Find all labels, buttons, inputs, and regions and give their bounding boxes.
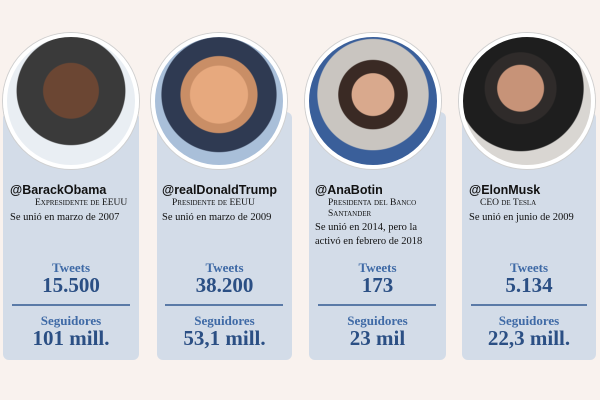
tweets-value: 5.134 — [505, 273, 553, 297]
tweets-label: Tweets — [509, 260, 549, 275]
followers-value: 53,1 mill. — [183, 326, 266, 350]
tweets-label: Tweets — [358, 260, 397, 275]
divider — [165, 304, 283, 306]
role: CEO de Tesla — [480, 198, 537, 208]
role: Expresidente de EEUU — [35, 198, 128, 208]
divider — [318, 304, 436, 306]
tweets-value: 38.200 — [195, 273, 254, 297]
followers-value: 23 mil — [349, 326, 406, 350]
followers-label: Seguidores — [498, 313, 560, 328]
handle: @realDonaldTrump — [162, 183, 277, 197]
tweets-value: 173 — [361, 273, 394, 297]
profile-photo-trump — [151, 33, 287, 169]
joined-date: Se unió en junio de 2009 — [469, 212, 574, 223]
handle: @ElonMusk — [469, 183, 541, 197]
joined-date: Se unió en 2014, pero la activó en febre… — [315, 222, 423, 247]
joined-date: Se unió en marzo de 2009 — [162, 212, 272, 223]
followers-label: Seguidores — [347, 313, 408, 328]
tweets-value: 15.500 — [42, 273, 100, 297]
handle: @BarackObama — [10, 183, 107, 197]
handle: @AnaBotin — [315, 183, 383, 197]
followers-value: 22,3 mill. — [487, 326, 571, 350]
followers-label: Seguidores — [194, 313, 255, 328]
profile-photo-botin — [305, 33, 441, 169]
followers-label: Seguidores — [40, 313, 102, 328]
joined-date: Se unió en marzo de 2007 — [10, 212, 120, 223]
profile-photo-musk — [459, 33, 595, 169]
divider — [12, 304, 130, 306]
profile-photo-obama — [3, 33, 139, 169]
role: Presidente de EEUU — [172, 198, 255, 208]
tweets-label: Tweets — [51, 260, 91, 275]
tweets-label: Tweets — [205, 260, 244, 275]
divider — [471, 304, 587, 306]
role: Presidenta del Banco Santander — [328, 198, 417, 219]
followers-value: 101 mill. — [32, 326, 110, 350]
